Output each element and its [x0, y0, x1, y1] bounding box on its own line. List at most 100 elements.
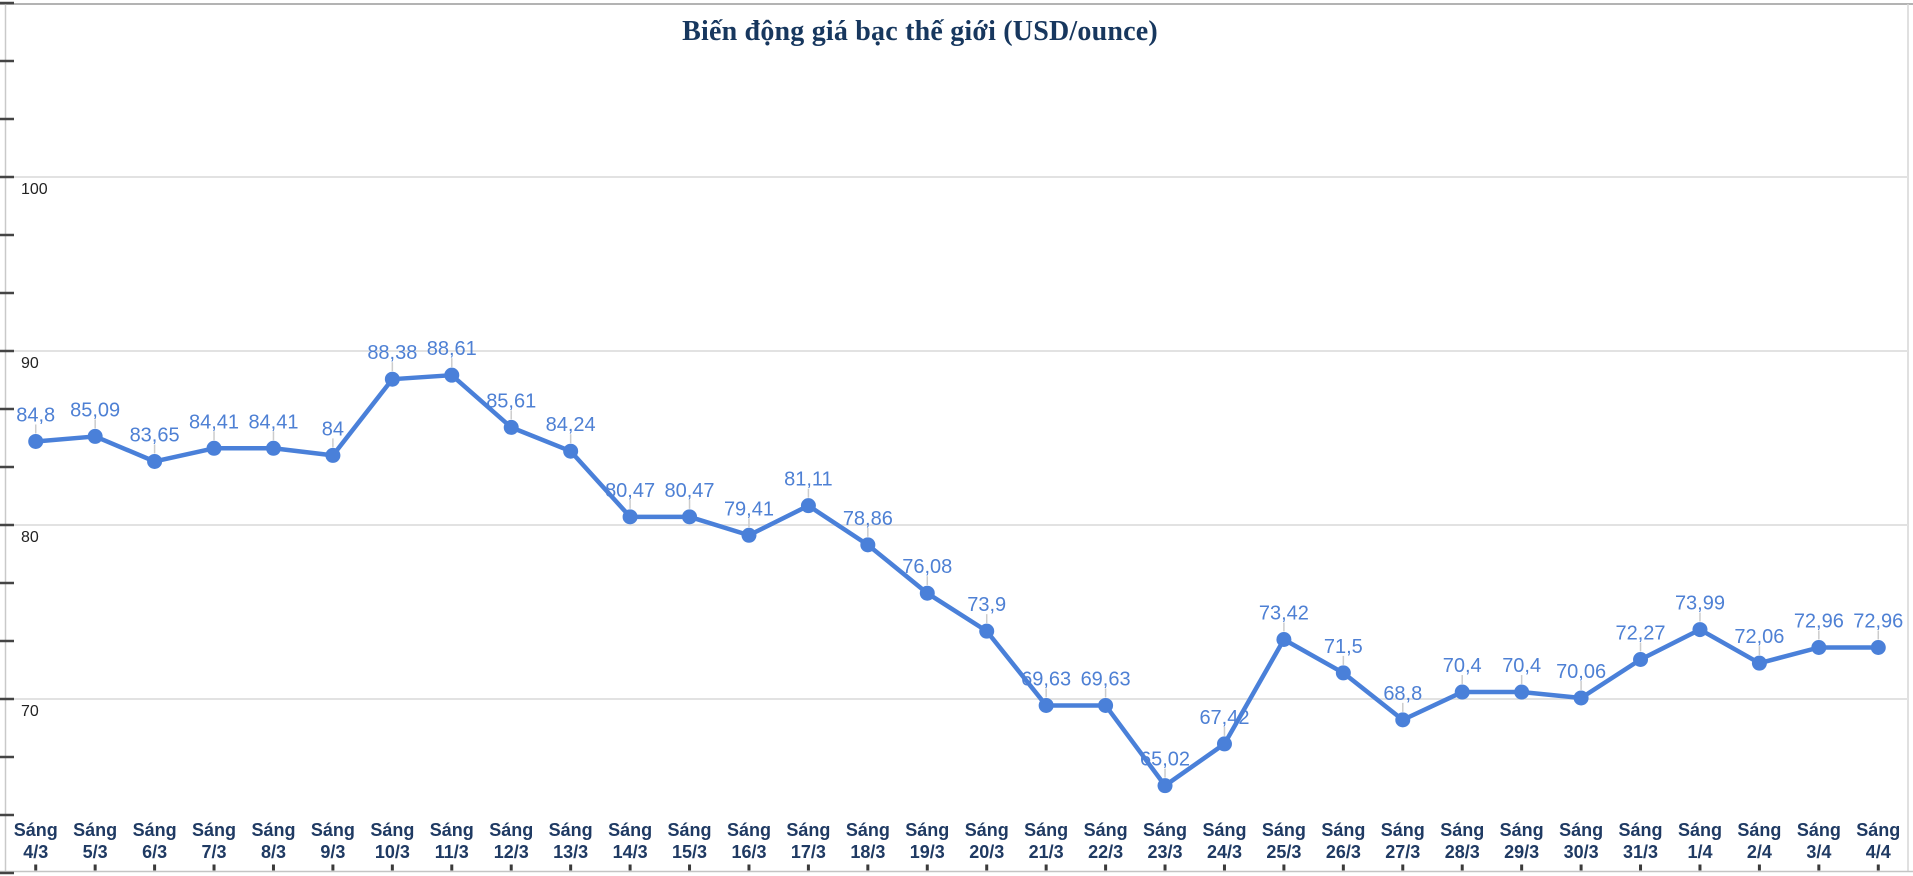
data-point[interactable]	[1335, 665, 1351, 681]
data-point-label: 72,96	[1853, 610, 1903, 632]
x-category-label-date: 16/3	[731, 842, 766, 862]
data-point[interactable]	[919, 585, 935, 601]
x-category-label-date: 13/3	[553, 842, 588, 862]
x-category-label-date: 14/3	[613, 842, 648, 862]
data-point[interactable]	[622, 509, 638, 525]
data-point[interactable]	[1395, 712, 1411, 728]
data-point-label: 69,63	[1021, 668, 1071, 690]
x-category-label-date: 23/3	[1148, 842, 1183, 862]
data-point[interactable]	[1573, 690, 1589, 706]
x-category-label-date: 15/3	[672, 842, 707, 862]
x-category-label-date: 6/3	[142, 842, 167, 862]
x-category-label-prefix: Sáng	[1440, 820, 1484, 840]
chart-title: Biến động giá bạc thế giới (USD/ounce)	[682, 16, 1158, 47]
x-category-label-date: 10/3	[375, 842, 410, 862]
x-category-label-prefix: Sáng	[1202, 820, 1246, 840]
data-point-label: 72,27	[1616, 623, 1666, 645]
data-point[interactable]	[384, 371, 400, 387]
x-category-label-date: 30/3	[1564, 842, 1599, 862]
price-line-series	[33, 372, 1881, 788]
x-category-label-prefix: Sáng	[1321, 820, 1365, 840]
y-axis-tick-label: 70	[21, 703, 39, 720]
data-point[interactable]	[265, 440, 281, 456]
data-point[interactable]	[325, 447, 341, 463]
x-category-label-date: 5/3	[83, 842, 108, 862]
data-point-label: 78,86	[843, 508, 893, 530]
x-category-label-prefix: Sáng	[846, 820, 890, 840]
data-point[interactable]	[1157, 778, 1173, 794]
data-point[interactable]	[860, 537, 876, 553]
data-point[interactable]	[563, 443, 579, 459]
data-point[interactable]	[1038, 697, 1054, 713]
data-point-label: 67,42	[1199, 707, 1249, 729]
x-category-label-prefix: Sáng	[1619, 820, 1663, 840]
data-point[interactable]	[1454, 684, 1470, 700]
data-point[interactable]	[28, 433, 44, 449]
x-category-label-prefix: Sáng	[965, 820, 1009, 840]
y-axis-tick-label: 90	[21, 355, 39, 372]
data-point[interactable]	[503, 419, 519, 435]
x-category-label-date: 17/3	[791, 842, 826, 862]
x-category-label-date: 9/3	[320, 842, 345, 862]
data-point[interactable]	[1216, 736, 1232, 752]
data-point-label: 83,65	[130, 424, 180, 446]
data-point[interactable]	[1751, 655, 1767, 671]
data-point-label: 65,02	[1140, 749, 1190, 771]
x-category-label-prefix: Sáng	[192, 820, 236, 840]
x-category-label-prefix: Sáng	[1678, 820, 1722, 840]
data-point[interactable]	[206, 440, 222, 456]
data-point[interactable]	[1633, 652, 1649, 668]
data-point-label: 70,06	[1556, 661, 1606, 683]
x-category-label-date: 25/3	[1266, 842, 1301, 862]
data-point-label: 81,11	[784, 469, 833, 491]
x-category-label-prefix: Sáng	[14, 820, 58, 840]
data-point[interactable]	[682, 509, 698, 525]
x-category-label-date: 3/4	[1806, 842, 1831, 862]
data-point[interactable]	[87, 428, 103, 444]
x-category-label-prefix: Sáng	[608, 820, 652, 840]
data-point[interactable]	[1098, 697, 1114, 713]
x-category-label-prefix: Sáng	[1084, 820, 1128, 840]
data-point[interactable]	[147, 453, 163, 469]
data-point-label: 84,8	[16, 404, 55, 426]
data-point-label: 80,47	[605, 480, 655, 502]
x-category-label-prefix: Sáng	[727, 820, 771, 840]
data-point-label: 72,06	[1734, 626, 1784, 648]
x-category-label-date: 26/3	[1326, 842, 1361, 862]
data-point-label: 73,9	[967, 594, 1006, 616]
data-point[interactable]	[741, 527, 757, 543]
data-point[interactable]	[1514, 684, 1530, 700]
x-category-label-prefix: Sáng	[1737, 820, 1781, 840]
x-category-label-prefix: Sáng	[370, 820, 414, 840]
data-point[interactable]	[979, 623, 995, 639]
data-point[interactable]	[1870, 639, 1886, 655]
x-category-label-date: 2/4	[1747, 842, 1772, 862]
x-category-label-date: 12/3	[494, 842, 529, 862]
x-category-label-prefix: Sáng	[1856, 820, 1900, 840]
x-category-label-date: 19/3	[910, 842, 945, 862]
data-point-label: 68,8	[1383, 683, 1422, 705]
x-category-label-date: 29/3	[1504, 842, 1539, 862]
data-point[interactable]	[1811, 639, 1827, 655]
data-point[interactable]	[800, 498, 816, 514]
x-category-label-date: 24/3	[1207, 842, 1242, 862]
data-point-label: 70,4	[1502, 655, 1541, 677]
x-category-label-date: 1/4	[1687, 842, 1712, 862]
x-category-label-prefix: Sáng	[133, 820, 177, 840]
data-point[interactable]	[1692, 622, 1708, 638]
data-point-label: 70,4	[1443, 655, 1482, 677]
x-category-label-date: 4/3	[23, 842, 48, 862]
x-category-label-prefix: Sáng	[1381, 820, 1425, 840]
x-category-label-date: 31/3	[1623, 842, 1658, 862]
x-category-label-prefix: Sáng	[1262, 820, 1306, 840]
data-point[interactable]	[444, 367, 460, 383]
x-category-label-date: 28/3	[1445, 842, 1480, 862]
data-point-label: 69,63	[1081, 668, 1131, 690]
x-category-label-prefix: Sáng	[549, 820, 593, 840]
y-axis-tick-label: 100	[21, 181, 48, 198]
y-axis-tick-label: 80	[21, 529, 39, 546]
data-point[interactable]	[1276, 631, 1292, 647]
x-category-label-prefix: Sáng	[430, 820, 474, 840]
data-point-label: 76,08	[902, 556, 952, 578]
